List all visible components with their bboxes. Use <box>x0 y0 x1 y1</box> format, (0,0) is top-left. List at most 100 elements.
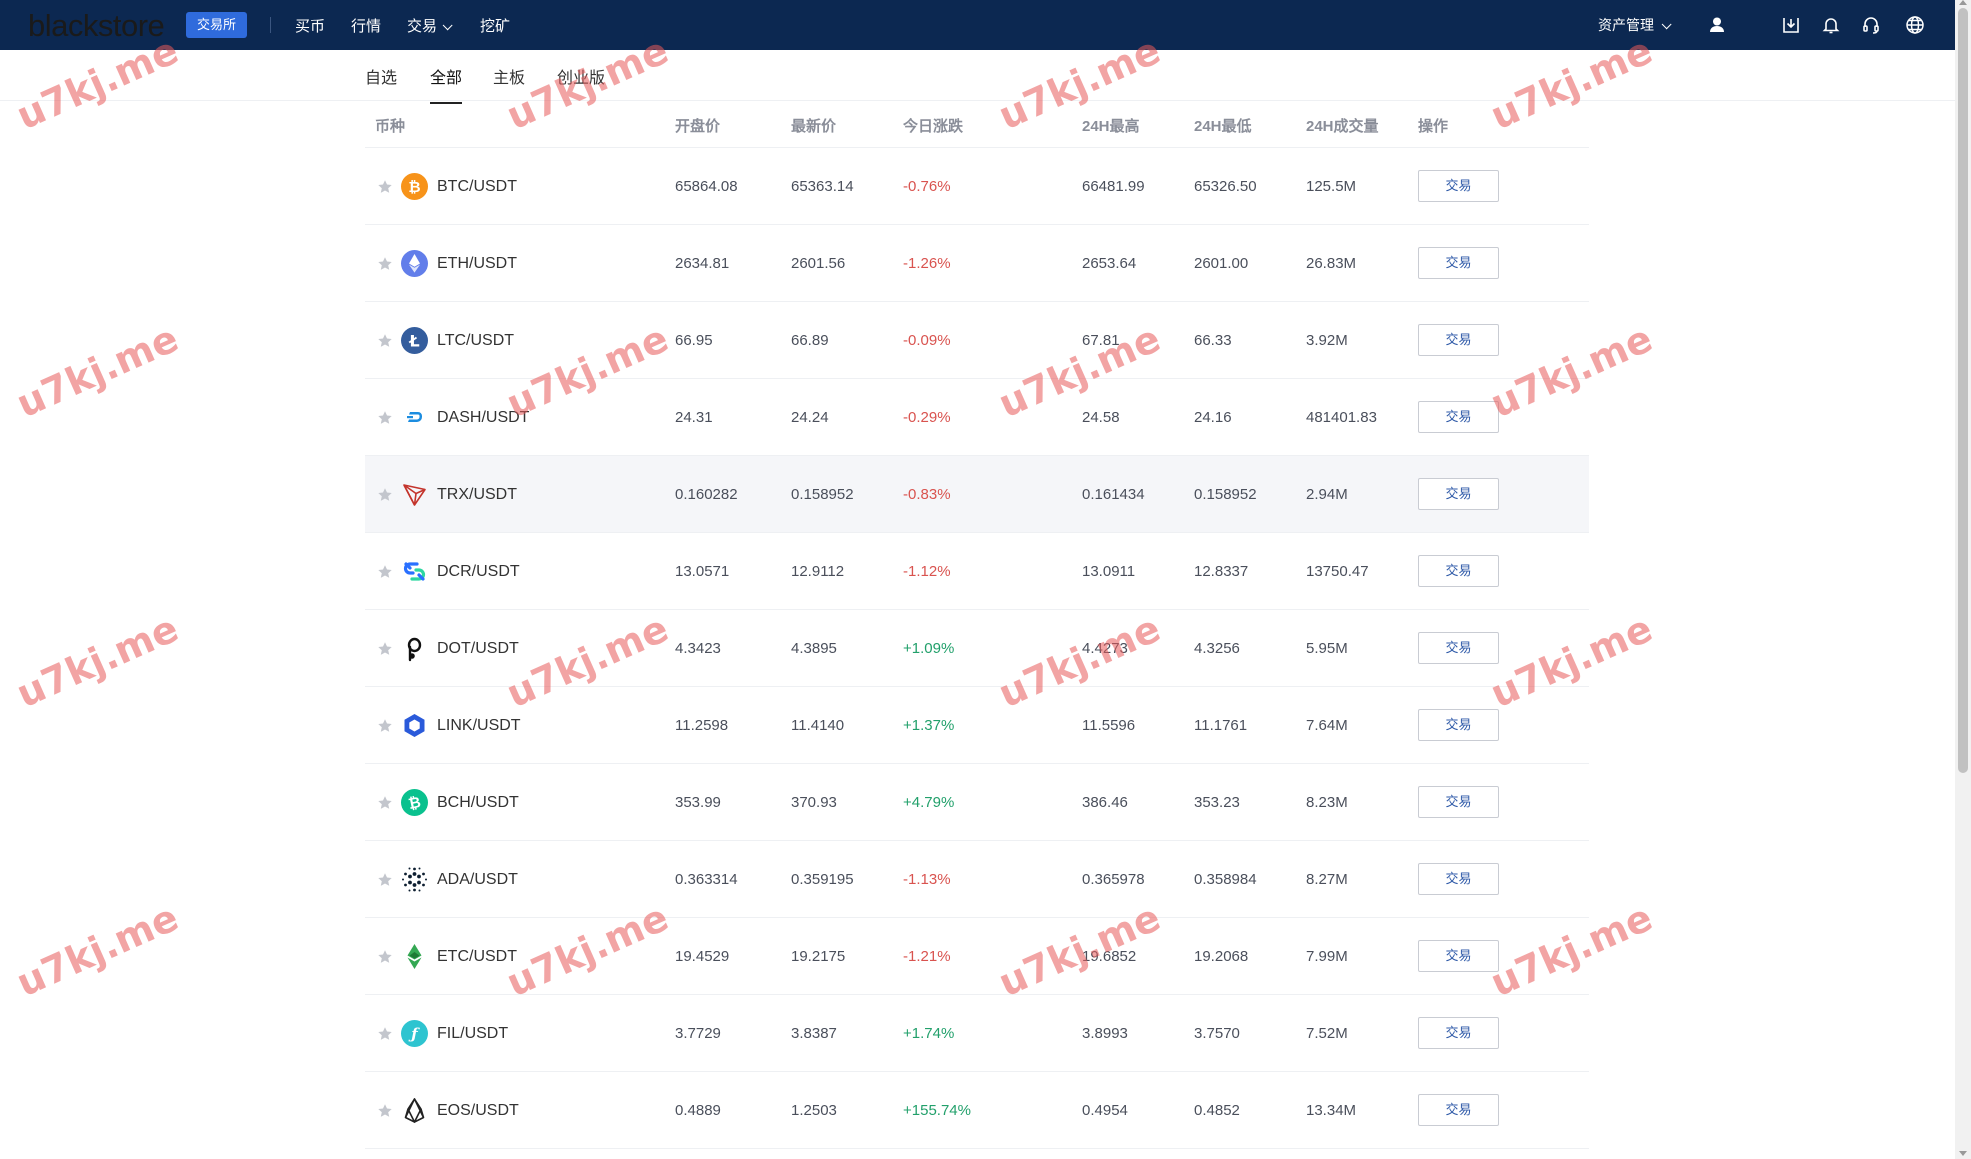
scroll-thumb[interactable] <box>1958 8 1968 773</box>
star-icon[interactable] <box>377 718 393 734</box>
pair-name[interactable]: DASH/USDT <box>437 409 530 426</box>
trade-button[interactable]: 交易 <box>1418 1017 1499 1049</box>
star-icon[interactable] <box>377 179 393 195</box>
trade-button[interactable]: 交易 <box>1418 940 1499 972</box>
trade-button[interactable]: 交易 <box>1418 786 1499 818</box>
svg-text:Ł: Ł <box>408 332 419 351</box>
nav-mining[interactable]: 挖矿 <box>480 18 511 35</box>
nav-market[interactable]: 行情 <box>351 18 382 35</box>
tab-favorites[interactable]: 自选 <box>365 70 398 87</box>
asset-management-label: 资产管理 <box>1598 17 1654 33</box>
table-row[interactable]: DCR/USDT 13.0571 12.9112 -1.12% 13.0911 … <box>365 533 1589 610</box>
trade-button[interactable]: 交易 <box>1418 170 1499 202</box>
table-row[interactable]: LINK/USDT 11.2598 11.4140 +1.37% 11.5596… <box>365 687 1589 764</box>
trade-button[interactable]: 交易 <box>1418 247 1499 279</box>
trade-button[interactable]: 交易 <box>1418 1094 1499 1126</box>
pair-name[interactable]: ETC/USDT <box>437 948 517 965</box>
star-icon[interactable] <box>377 872 393 888</box>
trade-button[interactable]: 交易 <box>1418 324 1499 356</box>
market-table: 币种 开盘价 最新价 今日涨跌 24H最高 24H最低 24H成交量 操作 ₿ … <box>365 101 1589 1149</box>
table-row[interactable]: ETH/USDT 2634.81 2601.56 -1.26% 2653.64 … <box>365 225 1589 302</box>
low-24h: 4.3256 <box>1194 640 1240 657</box>
table-row[interactable]: TRX/USDT 0.160282 0.158952 -0.83% 0.1614… <box>365 456 1589 533</box>
high-24h: 24.58 <box>1082 409 1120 426</box>
open-price: 2634.81 <box>675 255 730 272</box>
trade-button[interactable]: 交易 <box>1418 478 1499 510</box>
table-row[interactable]: ADA/USDT 0.363314 0.359195 -1.13% 0.3659… <box>365 841 1589 918</box>
trade-button[interactable]: 交易 <box>1418 709 1499 741</box>
scrollbar[interactable] <box>1955 0 1971 1159</box>
star-icon[interactable] <box>377 564 393 580</box>
pair-name[interactable]: ETH/USDT <box>437 255 517 272</box>
star-icon[interactable] <box>377 949 393 965</box>
scroll-up-icon[interactable] <box>1959 0 1967 5</box>
star-icon[interactable] <box>377 333 393 349</box>
pair-name[interactable]: DOT/USDT <box>437 640 519 657</box>
high-24h: 4.4273 <box>1082 640 1128 657</box>
change-percent: -1.13% <box>903 871 951 888</box>
pair-name[interactable]: ADA/USDT <box>437 871 518 888</box>
table-row[interactable]: DASH/USDT 24.31 24.24 -0.29% 24.58 24.16… <box>365 379 1589 456</box>
eth-icon <box>401 250 428 277</box>
table-row[interactable]: EOS/USDT 0.4889 1.2503 +155.74% 0.4954 0… <box>365 1072 1589 1149</box>
pair-name[interactable]: EOS/USDT <box>437 1102 519 1119</box>
change-percent: -0.76% <box>903 178 951 195</box>
svg-text:₿: ₿ <box>408 178 420 196</box>
trade-button[interactable]: 交易 <box>1418 632 1499 664</box>
change-percent: -1.26% <box>903 255 951 272</box>
table-row[interactable]: ₿ BTC/USDT 65864.08 65363.14 -0.76% 6648… <box>365 148 1589 225</box>
pair-name[interactable]: BCH/USDT <box>437 794 519 811</box>
open-price: 24.31 <box>675 409 713 426</box>
bell-icon[interactable] <box>1821 15 1841 35</box>
logo[interactable]: blackstore <box>28 8 165 43</box>
asset-management-menu[interactable]: 资产管理 <box>1598 15 1672 35</box>
open-price: 0.363314 <box>675 871 738 888</box>
svg-text:ƒ: ƒ <box>408 1025 420 1043</box>
dash-icon <box>401 404 428 431</box>
tab-all[interactable]: 全部 <box>430 64 463 104</box>
volume-24h: 481401.83 <box>1306 409 1377 426</box>
svg-text:₿: ₿ <box>407 793 423 813</box>
low-24h: 12.8337 <box>1194 563 1249 580</box>
pair-name[interactable]: LINK/USDT <box>437 717 521 734</box>
trade-button[interactable]: 交易 <box>1418 863 1499 895</box>
table-row[interactable]: ƒ FIL/USDT 3.7729 3.8387 +1.74% 3.8993 3… <box>365 995 1589 1072</box>
headset-icon[interactable] <box>1861 15 1881 35</box>
download-icon[interactable] <box>1781 15 1801 35</box>
watermark-text: u7kj.me <box>10 316 185 427</box>
scroll-down-icon[interactable] <box>1959 1151 1967 1156</box>
pair-name[interactable]: DCR/USDT <box>437 563 520 580</box>
nav-trade[interactable]: 交易 <box>407 15 453 36</box>
table-row[interactable]: ETC/USDT 19.4529 19.2175 -1.21% 19.6852 … <box>365 918 1589 995</box>
last-price: 12.9112 <box>791 563 845 580</box>
last-price: 24.24 <box>791 409 829 426</box>
nav-buy-crypto[interactable]: 买币 <box>295 18 326 35</box>
table-row[interactable]: DOT/USDT 4.3423 4.3895 +1.09% 4.4273 4.3… <box>365 610 1589 687</box>
tab-main-board[interactable]: 主板 <box>493 70 526 87</box>
tab-growth-board[interactable]: 创业版 <box>557 70 606 87</box>
star-icon[interactable] <box>377 1026 393 1042</box>
change-percent: +1.09% <box>903 640 955 657</box>
trade-button[interactable]: 交易 <box>1418 555 1499 587</box>
table-row[interactable]: ₿ BCH/USDT 353.99 370.93 +4.79% 386.46 3… <box>365 764 1589 841</box>
star-icon[interactable] <box>377 256 393 272</box>
pair-name[interactable]: TRX/USDT <box>437 486 517 503</box>
table-row[interactable]: Ł LTC/USDT 66.95 66.89 -0.09% 67.81 66.3… <box>365 302 1589 379</box>
pair-name[interactable]: BTC/USDT <box>437 178 517 195</box>
exchange-badge[interactable]: 交易所 <box>186 12 248 38</box>
change-percent: -0.83% <box>903 486 951 503</box>
globe-icon[interactable] <box>1905 15 1925 35</box>
last-price: 65363.14 <box>791 178 854 195</box>
pair-name[interactable]: LTC/USDT <box>437 332 515 349</box>
star-icon[interactable] <box>377 795 393 811</box>
star-icon[interactable] <box>377 487 393 503</box>
pair-name[interactable]: FIL/USDT <box>437 1025 509 1042</box>
star-icon[interactable] <box>377 641 393 657</box>
star-icon[interactable] <box>377 410 393 426</box>
last-price: 19.2175 <box>791 948 846 965</box>
user-icon[interactable] <box>1707 15 1727 35</box>
trade-button[interactable]: 交易 <box>1418 401 1499 433</box>
star-icon[interactable] <box>377 1103 393 1119</box>
high-24h: 66481.99 <box>1082 178 1145 195</box>
change-percent: -0.09% <box>903 332 951 349</box>
